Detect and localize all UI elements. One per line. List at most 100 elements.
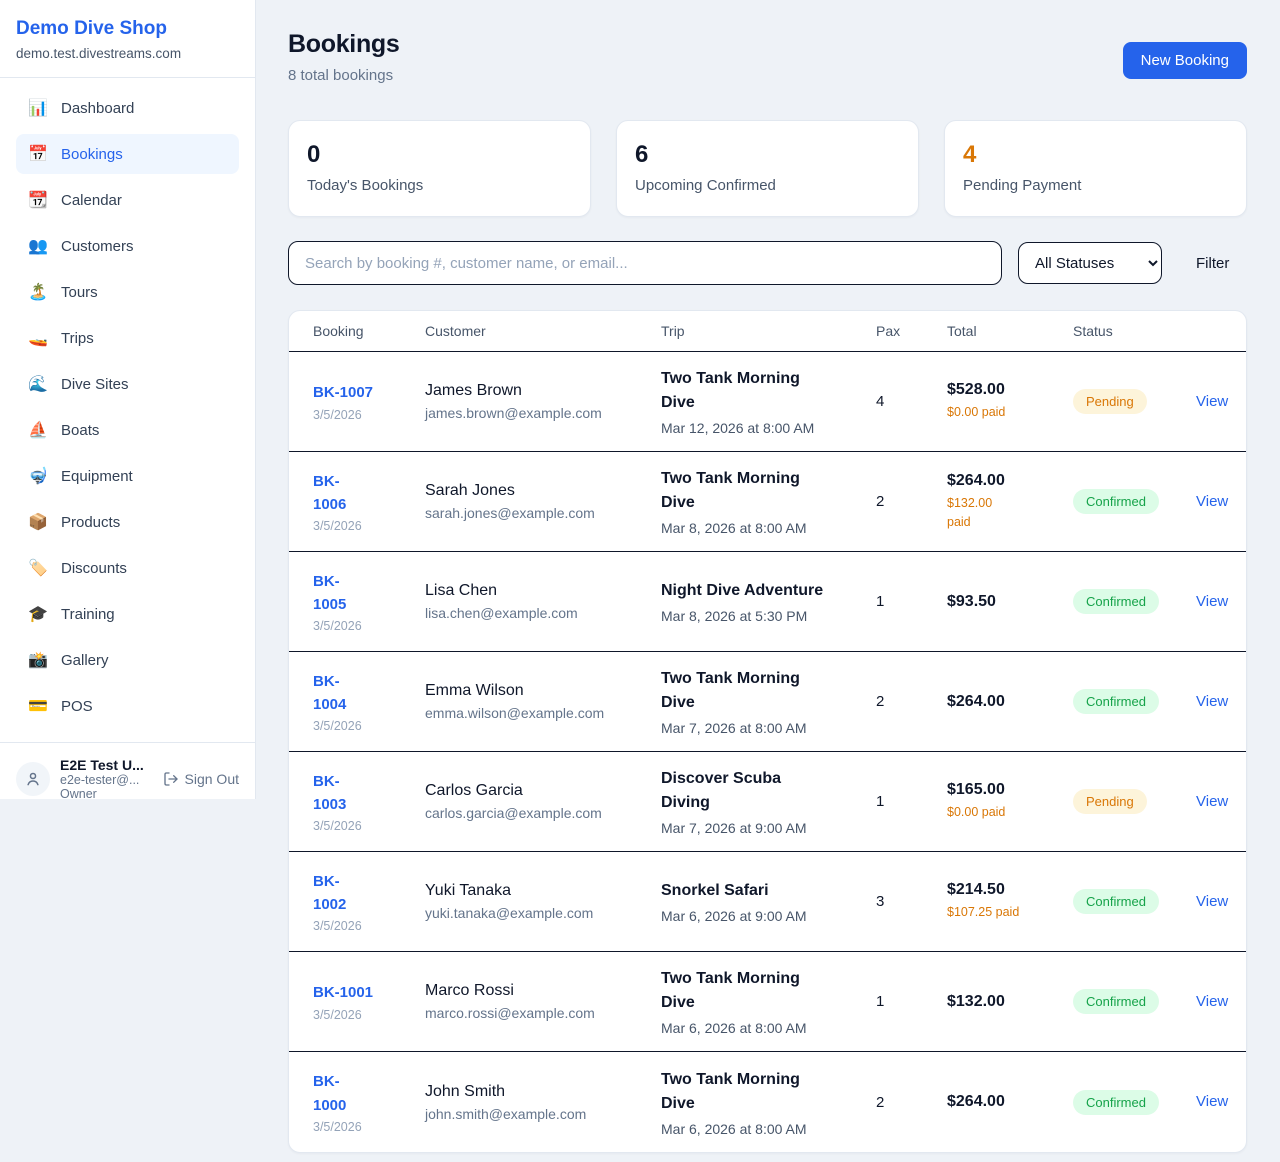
trip-datetime: Mar 8, 2026 at 5:30 PM xyxy=(661,608,808,624)
stat-value: 6 xyxy=(635,141,649,168)
sidebar-item-training[interactable]: 🎓 Training xyxy=(16,594,239,634)
booking-date: 3/5/2026 xyxy=(313,619,362,634)
sidebar-item-label: Products xyxy=(61,513,121,531)
booking-id-link[interactable]: BK-1001 xyxy=(313,984,374,1002)
stat-card-upcoming-confirmed: 6 Upcoming Confirmed xyxy=(616,120,919,217)
customer-email: marco.rossi@example.com xyxy=(425,1005,595,1021)
status-badge: Pending xyxy=(1073,389,1147,414)
status-cell: Confirmed xyxy=(1073,489,1196,514)
trip-cell: Two Tank Morning Dive Mar 6, 2026 at 8:00… xyxy=(661,967,876,1036)
customer-name: Carlos Garcia xyxy=(425,782,523,799)
table-row: BK- 1003 3/5/2026 Carlos Garcia carlos.ga… xyxy=(289,752,1246,852)
status-select[interactable]: All Statuses xyxy=(1018,242,1162,284)
stat-value: 0 xyxy=(307,141,321,168)
booking-cell: BK- 1000 3/5/2026 xyxy=(313,1070,425,1134)
view-cell: View xyxy=(1196,492,1246,511)
sidebar-item-discounts[interactable]: 🏷️ Discounts xyxy=(16,548,239,588)
sidebar-item-calendar[interactable]: 📆 Calendar xyxy=(16,180,239,220)
sign-out-button[interactable]: Sign Out xyxy=(163,771,239,787)
view-cell: View xyxy=(1196,992,1246,1011)
sidebar-item-customers[interactable]: 👥 Customers xyxy=(16,226,239,266)
view-link[interactable]: View xyxy=(1196,992,1229,1010)
view-link[interactable]: View xyxy=(1196,792,1229,810)
sidebar-item-trips[interactable]: 🚤 Trips xyxy=(16,318,239,358)
stats-row: 0 Today's Bookings 6 Upcoming Confirmed 4 Pen… xyxy=(288,120,1247,217)
column-header-booking: Booking xyxy=(313,323,364,339)
sidebar-item-products[interactable]: 📦 Products xyxy=(16,502,239,542)
sidebar: Demo Dive Shop demo.test.divestreams.com… xyxy=(0,0,256,801)
booking-cell: BK- 1004 3/5/2026 xyxy=(313,670,425,734)
sidebar-item-pos[interactable]: 💳 POS xyxy=(16,686,239,726)
trip-cell: Snorkel Safari Mar 6, 2026 at 9:00 AM xyxy=(661,879,876,924)
booking-cell: BK- 1002 3/5/2026 xyxy=(313,870,425,934)
customer-name: Emma Wilson xyxy=(425,682,524,699)
total-cell: $132.00 xyxy=(947,993,1073,1011)
sidebar-item-equipment[interactable]: 🤿 Equipment xyxy=(16,456,239,496)
paid-amount: $0.00 paid xyxy=(947,405,1006,420)
sidebar-item-gallery[interactable]: 📸 Gallery xyxy=(16,640,239,680)
booking-id-link[interactable]: BK- 1003 xyxy=(313,772,347,813)
view-link[interactable]: View xyxy=(1196,1093,1229,1110)
table-row: BK- 1005 3/5/2026 Lisa Chen lisa.chen@exa… xyxy=(289,552,1246,652)
total-cell: $214.50 $107.25 paid xyxy=(947,881,1073,922)
stat-card-pending-payment: 4 Pending Payment xyxy=(944,120,1247,217)
shop-domain: demo.test.divestreams.com xyxy=(16,46,182,61)
stat-label: Pending Payment xyxy=(963,177,1082,194)
customer-name: Marco Rossi xyxy=(425,982,514,999)
sidebar-item-bookings[interactable]: 📅 Bookings xyxy=(16,134,239,174)
total-amount: $132.00 xyxy=(947,992,1005,1010)
status-badge: Pending xyxy=(1073,789,1147,814)
customer-cell: Sarah Jones sarah.jones@example.com xyxy=(425,482,661,521)
sidebar-item-dive-sites[interactable]: 🌊 Dive Sites xyxy=(16,364,239,404)
customer-cell: Lisa Chen lisa.chen@example.com xyxy=(425,582,661,621)
logout-icon xyxy=(163,772,178,786)
view-cell: View xyxy=(1196,792,1246,811)
total-amount: $264.00 xyxy=(947,1093,1005,1110)
view-link[interactable]: View xyxy=(1196,492,1229,510)
booking-id-link[interactable]: BK- 1004 xyxy=(313,672,347,713)
sign-out-label: Sign Out xyxy=(184,771,239,787)
trip-datetime: Mar 6, 2026 at 8:00 AM xyxy=(661,1120,807,1137)
sidebar-header: Demo Dive Shop demo.test.divestreams.com xyxy=(0,0,255,78)
booking-id-link[interactable]: BK- 1002 xyxy=(313,872,347,913)
sidebar-item-label: Trips xyxy=(61,329,94,347)
trip-name: Snorkel Safari xyxy=(661,882,769,899)
search-input[interactable] xyxy=(288,241,1002,285)
total-cell: $264.00 xyxy=(947,693,1073,711)
table-row: BK-1001 3/5/2026 Marco Rossi marco.rossi… xyxy=(289,952,1246,1052)
sidebar-item-label: Calendar xyxy=(61,191,122,209)
status-cell: Pending xyxy=(1073,789,1196,814)
calendar-icon: 📅 xyxy=(28,146,48,163)
status-cell: Confirmed xyxy=(1073,1089,1196,1115)
view-cell: View xyxy=(1196,592,1246,611)
booking-id-link[interactable]: BK- 1006 xyxy=(313,472,347,513)
user-icon xyxy=(27,772,39,786)
sidebar-item-tours[interactable]: 🏝️ Tours xyxy=(16,272,239,312)
booking-id-link[interactable]: BK- 1005 xyxy=(313,572,347,613)
sidebar-item-dashboard[interactable]: 📊 Dashboard xyxy=(16,88,239,128)
user-name: E2E Test U... xyxy=(60,757,144,773)
total-amount: $264.00 xyxy=(947,692,1005,710)
customer-email: john.smith@example.com xyxy=(425,1105,587,1122)
island-icon: 🏝️ xyxy=(28,284,48,301)
filter-button[interactable]: Filter xyxy=(1196,254,1230,272)
view-link[interactable]: View xyxy=(1196,892,1229,910)
user-role: Owner xyxy=(60,787,97,801)
sidebar-item-boats[interactable]: ⛵ Boats xyxy=(16,410,239,450)
booking-date: 3/5/2026 xyxy=(313,1007,362,1022)
status-badge: Confirmed xyxy=(1073,689,1159,714)
view-link[interactable]: View xyxy=(1196,692,1229,710)
customer-cell: John Smith john.smith@example.com xyxy=(425,1083,661,1122)
customer-cell: Carlos Garcia carlos.garcia@example.com xyxy=(425,782,661,821)
booking-id-link[interactable]: BK- 1000 xyxy=(313,1073,347,1114)
customer-name: Lisa Chen xyxy=(425,582,498,599)
page-subtitle: 8 total bookings xyxy=(288,67,394,84)
status-cell: Confirmed xyxy=(1073,989,1196,1014)
booking-date: 3/5/2026 xyxy=(313,519,362,534)
booking-id-link[interactable]: BK-1007 xyxy=(313,384,374,402)
total-amount: $165.00 xyxy=(947,781,1005,799)
new-booking-button[interactable]: New Booking xyxy=(1122,42,1247,79)
view-link[interactable]: View xyxy=(1196,392,1229,410)
graduation-cap-icon: 🎓 xyxy=(28,606,48,623)
view-link[interactable]: View xyxy=(1196,592,1229,610)
